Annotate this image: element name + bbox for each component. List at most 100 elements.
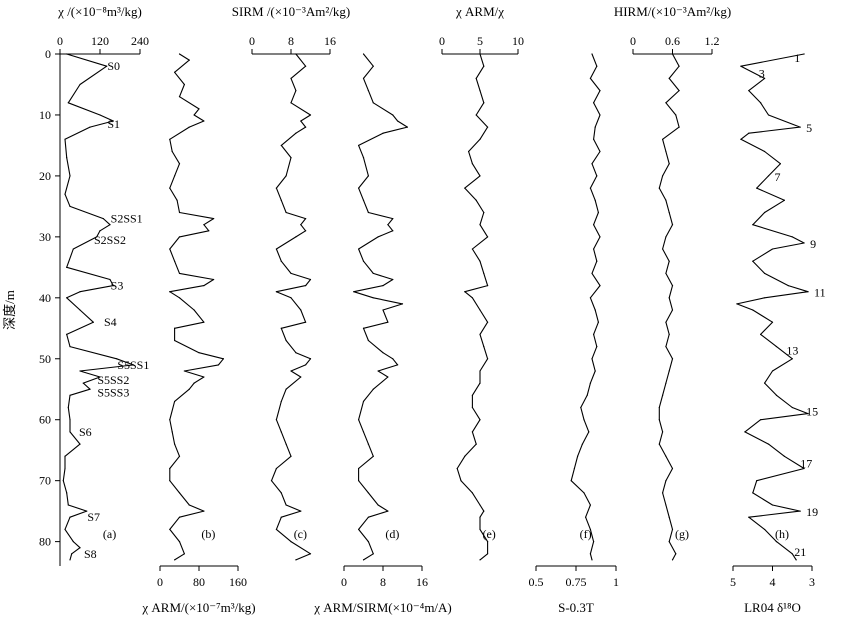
data-point xyxy=(300,510,302,512)
depth-tick-label: 80 xyxy=(39,535,51,549)
data-point xyxy=(92,321,94,323)
data-point xyxy=(671,285,674,287)
data-point xyxy=(479,559,481,561)
data-point xyxy=(89,126,91,128)
data-point xyxy=(174,559,176,561)
data-point xyxy=(662,138,664,140)
data-point xyxy=(665,272,667,275)
data-point xyxy=(178,236,181,238)
data-point xyxy=(362,53,365,55)
data-point xyxy=(599,114,601,116)
data-point xyxy=(775,345,778,348)
data-point xyxy=(795,559,797,561)
data-point xyxy=(213,278,215,281)
x-tick-label: 3 xyxy=(809,575,815,589)
data-point xyxy=(392,114,394,116)
data-point xyxy=(275,528,277,531)
data-point xyxy=(222,358,224,360)
data-point xyxy=(591,53,593,55)
data-point xyxy=(174,400,176,403)
data-point xyxy=(662,492,664,494)
data-point xyxy=(64,467,66,470)
panel-title: χ ARM/χ xyxy=(455,4,504,19)
data-point xyxy=(665,199,667,201)
data-point xyxy=(678,65,680,67)
data-point xyxy=(678,89,680,92)
data-point xyxy=(305,230,307,232)
data-point xyxy=(589,528,592,531)
data-point xyxy=(358,528,360,531)
soil-unit-label: S5SS2 xyxy=(97,373,129,387)
data-point xyxy=(791,406,793,409)
data-point xyxy=(67,102,69,104)
data-point xyxy=(198,352,200,354)
data-point xyxy=(372,553,374,555)
depth-tick-label: 30 xyxy=(39,230,51,244)
data-point xyxy=(460,480,462,482)
data-point xyxy=(799,126,801,128)
data-point xyxy=(406,126,408,128)
data-point xyxy=(668,516,670,518)
data-point xyxy=(290,455,292,457)
data-point xyxy=(309,278,312,281)
data-point xyxy=(183,83,185,86)
data-point xyxy=(300,120,302,122)
series-line-g xyxy=(658,53,680,561)
data-point xyxy=(464,455,466,457)
data-point xyxy=(169,528,171,531)
data-point xyxy=(353,291,355,293)
data-point xyxy=(675,114,677,116)
data-point xyxy=(487,553,489,555)
data-point xyxy=(791,553,793,555)
data-point xyxy=(367,211,369,214)
data-point xyxy=(67,406,69,409)
data-point xyxy=(591,559,593,561)
data-point xyxy=(213,217,215,220)
data-point xyxy=(300,376,302,378)
data-point xyxy=(309,358,312,360)
data-point xyxy=(597,211,600,214)
data-point xyxy=(589,382,592,384)
data-point xyxy=(106,65,108,67)
data-point xyxy=(487,236,489,238)
depth-tick-label: 60 xyxy=(39,413,51,427)
data-point xyxy=(174,175,176,177)
data-point xyxy=(86,510,88,512)
data-point xyxy=(295,53,297,55)
data-point xyxy=(169,419,171,421)
data-point xyxy=(799,510,801,512)
data-point xyxy=(662,175,664,177)
data-point xyxy=(483,65,485,67)
data-point xyxy=(367,443,369,445)
data-point xyxy=(174,260,176,262)
depth-axis: 0 10 20 30 40 50 60 70 80 深度/m xyxy=(2,47,61,566)
panels-group: 0 120 240 χ /(×10⁻⁸m³/kg) (a) S0 S1 S2SS1 S2SS2 S… xyxy=(57,4,826,615)
data-point xyxy=(471,248,473,250)
data-point xyxy=(198,108,200,110)
data-point xyxy=(662,248,664,250)
data-point xyxy=(305,126,307,128)
data-point xyxy=(295,132,297,134)
data-point xyxy=(748,89,750,92)
data-point xyxy=(397,120,399,122)
data-point xyxy=(300,309,302,311)
data-point xyxy=(89,388,91,390)
data-point xyxy=(589,187,592,189)
data-point xyxy=(779,163,782,165)
data-point xyxy=(372,65,374,67)
data-point xyxy=(69,175,71,177)
data-point xyxy=(570,480,572,482)
data-point xyxy=(475,77,477,79)
x-tick-label: 5 xyxy=(477,34,483,48)
data-point xyxy=(586,394,588,396)
data-point xyxy=(362,260,365,262)
data-point xyxy=(748,132,750,134)
data-point xyxy=(803,53,805,55)
data-point xyxy=(475,443,477,445)
data-point xyxy=(668,260,670,262)
panel-d: 0 8 16 χ ARM/SIRM(×10⁻⁴m/A) (d) xyxy=(313,53,452,615)
data-point xyxy=(593,541,595,543)
data-point xyxy=(479,382,481,384)
data-point xyxy=(671,358,674,360)
data-point xyxy=(479,419,481,421)
